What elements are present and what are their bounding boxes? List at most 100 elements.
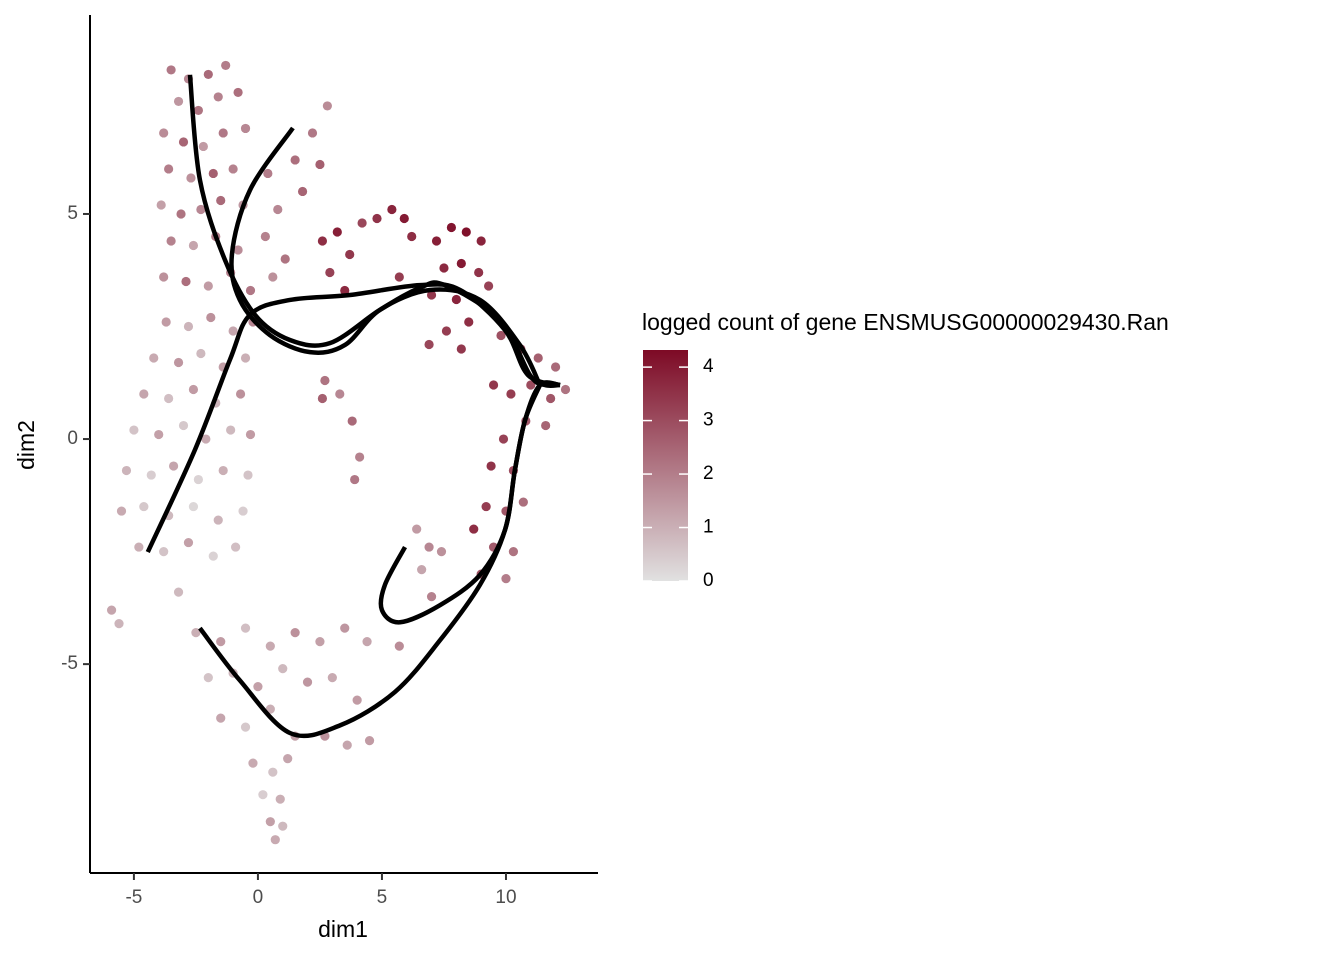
point (245, 285, 256, 296)
colorbar-tick-label: 1 (703, 517, 714, 538)
point (297, 186, 308, 197)
point (216, 195, 226, 206)
point (203, 69, 213, 80)
point (238, 506, 248, 516)
point (166, 236, 176, 246)
point (213, 92, 223, 102)
point (116, 506, 127, 516)
point (181, 276, 191, 287)
point (496, 330, 506, 341)
point (399, 213, 409, 224)
point (476, 236, 486, 246)
x-tick-label: 0 (253, 887, 264, 908)
point (218, 128, 228, 138)
point (322, 101, 332, 111)
point (332, 227, 342, 237)
point (412, 524, 422, 534)
point (424, 542, 434, 552)
point (240, 722, 251, 732)
point (270, 835, 280, 845)
point (218, 465, 228, 476)
point (226, 425, 236, 435)
point (203, 281, 213, 291)
trajectory (145, 282, 561, 553)
point (233, 87, 243, 98)
point (183, 321, 194, 332)
point (488, 380, 499, 390)
point (461, 227, 471, 237)
point (134, 542, 144, 552)
point (188, 240, 199, 251)
point (240, 623, 251, 633)
point (275, 794, 285, 804)
point (178, 420, 189, 431)
legend-title: logged count of gene ENSMUSG00000029430.… (642, 309, 1169, 335)
y-axis-title: dim2 (13, 420, 39, 470)
point (317, 393, 328, 404)
point (159, 546, 169, 557)
colorbar-tick-label: 4 (703, 356, 714, 377)
point (439, 263, 449, 273)
point (320, 375, 330, 386)
point (203, 673, 213, 683)
point (196, 348, 206, 359)
point (436, 546, 447, 557)
point (231, 542, 241, 552)
point (166, 65, 176, 75)
point (265, 641, 275, 651)
y-tick-label: -5 (61, 653, 78, 674)
point (265, 817, 275, 827)
point (417, 564, 427, 575)
point (307, 128, 318, 138)
point (446, 222, 457, 233)
point (173, 96, 184, 107)
point (221, 60, 231, 71)
point (154, 429, 164, 440)
trajectory (378, 384, 543, 625)
trajectory (198, 380, 561, 739)
point (441, 326, 452, 336)
point (139, 501, 149, 512)
point (114, 619, 124, 629)
point (431, 236, 442, 246)
point (188, 384, 199, 395)
point (248, 758, 258, 768)
point (263, 168, 273, 179)
point (243, 470, 253, 480)
point (486, 461, 496, 471)
point (273, 204, 283, 215)
point (208, 168, 218, 179)
point (426, 592, 437, 602)
trajectory (229, 126, 542, 387)
point (546, 393, 556, 404)
point (315, 159, 325, 170)
x-tick-label: -5 (125, 887, 142, 908)
point (526, 380, 536, 390)
point (533, 353, 543, 363)
colorbar-tick-label: 2 (703, 463, 714, 484)
point (280, 254, 290, 264)
point (191, 628, 201, 638)
point (235, 389, 246, 399)
point (451, 294, 461, 305)
point (484, 281, 494, 291)
point (253, 682, 263, 692)
point (327, 673, 337, 683)
point (139, 389, 149, 399)
point (278, 664, 288, 674)
point (355, 452, 365, 462)
point (424, 339, 434, 350)
point (268, 272, 278, 282)
point (501, 573, 511, 584)
point (335, 389, 345, 399)
point (456, 258, 466, 269)
point (159, 272, 169, 282)
point (183, 537, 194, 548)
point (258, 790, 268, 800)
point (106, 605, 117, 615)
point (352, 695, 362, 705)
point (283, 754, 293, 764)
point (173, 587, 184, 597)
point (474, 267, 484, 278)
point (168, 461, 179, 471)
